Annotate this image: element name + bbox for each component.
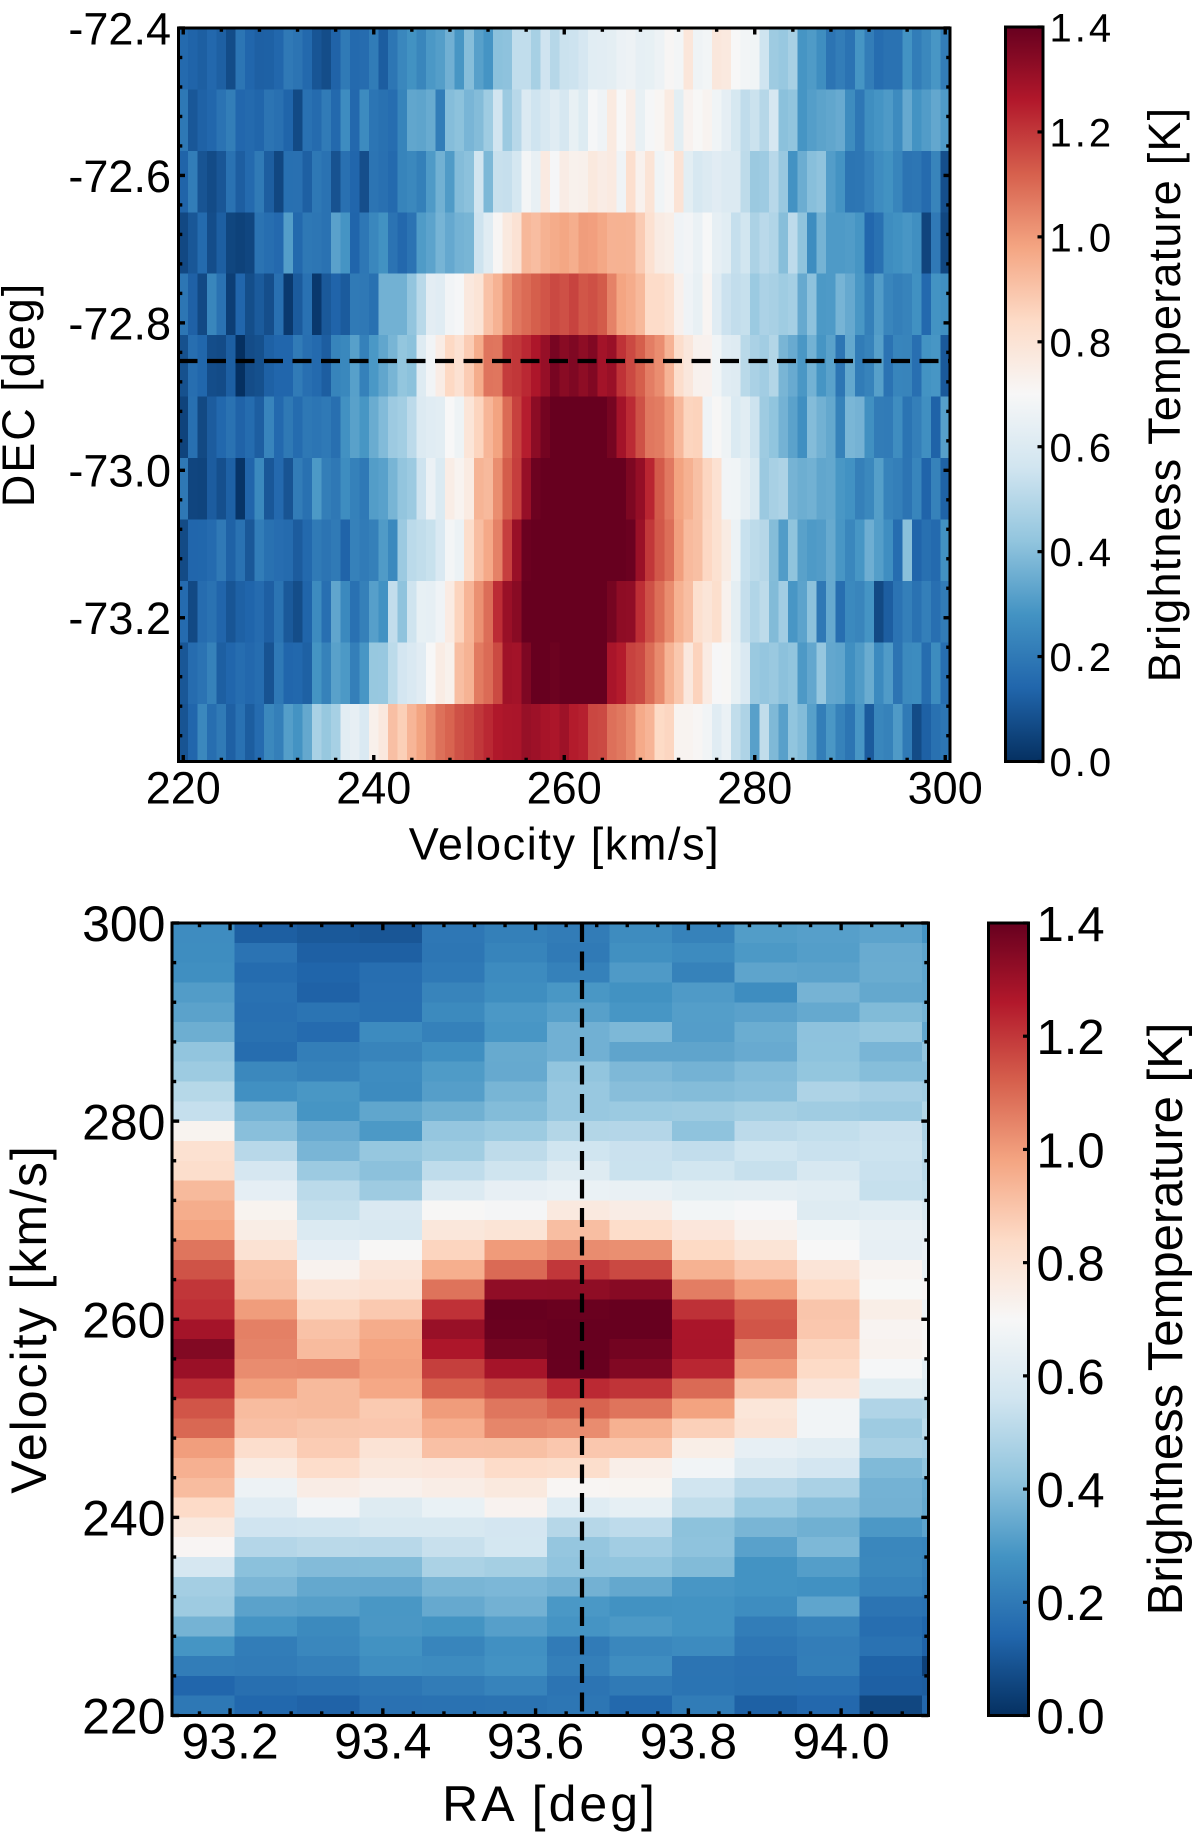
svg-text:RA [deg]: RA [deg] (442, 1776, 658, 1832)
svg-text:300: 300 (908, 763, 983, 814)
svg-text:1.0: 1.0 (1050, 217, 1115, 261)
svg-text:280: 280 (717, 763, 792, 814)
svg-text:-72.6: -72.6 (68, 151, 171, 202)
svg-text:0.0: 0.0 (1037, 1690, 1105, 1744)
svg-text:-72.8: -72.8 (68, 298, 171, 349)
svg-text:-73.2: -73.2 (68, 593, 171, 644)
svg-text:240: 240 (336, 763, 411, 814)
svg-text:93.6: 93.6 (487, 1714, 584, 1770)
svg-text:DEC [deg]: DEC [deg] (0, 282, 44, 508)
svg-text:1.4: 1.4 (1050, 7, 1115, 51)
svg-text:Velocity [km/s]: Velocity [km/s] (409, 819, 721, 870)
svg-text:0.2: 0.2 (1037, 1577, 1105, 1631)
svg-text:260: 260 (527, 763, 602, 814)
svg-text:94.0: 94.0 (792, 1714, 889, 1770)
svg-text:1.4: 1.4 (1037, 898, 1105, 952)
svg-text:1.2: 1.2 (1050, 112, 1115, 156)
svg-text:0.6: 0.6 (1037, 1351, 1105, 1405)
svg-text:240: 240 (82, 1491, 165, 1547)
svg-text:93.2: 93.2 (181, 1714, 278, 1770)
svg-text:280: 280 (82, 1094, 165, 1150)
svg-text:-73.0: -73.0 (68, 446, 171, 497)
svg-text:1.0: 1.0 (1037, 1124, 1105, 1178)
svg-text:0.2: 0.2 (1050, 636, 1115, 680)
svg-text:93.8: 93.8 (640, 1714, 737, 1770)
svg-text:Brightness Temperature [K]: Brightness Temperature [K] (1139, 107, 1190, 683)
svg-text:220: 220 (82, 1689, 165, 1745)
svg-text:220: 220 (146, 763, 221, 814)
svg-text:Brightness Temperature [K]: Brightness Temperature [K] (1139, 1023, 1193, 1616)
svg-text:300: 300 (82, 896, 165, 952)
svg-text:0.4: 0.4 (1037, 1464, 1105, 1518)
svg-text:1.2: 1.2 (1037, 1011, 1105, 1065)
svg-text:0.0: 0.0 (1050, 741, 1115, 785)
svg-text:0.6: 0.6 (1050, 426, 1115, 470)
svg-text:0.4: 0.4 (1050, 531, 1115, 575)
svg-text:-72.4: -72.4 (68, 3, 171, 54)
svg-text:93.4: 93.4 (334, 1714, 431, 1770)
svg-text:0.8: 0.8 (1037, 1238, 1105, 1292)
svg-text:260: 260 (82, 1293, 165, 1349)
svg-text:Velocity [km/s]: Velocity [km/s] (1, 1144, 57, 1494)
svg-text:0.8: 0.8 (1050, 321, 1115, 365)
